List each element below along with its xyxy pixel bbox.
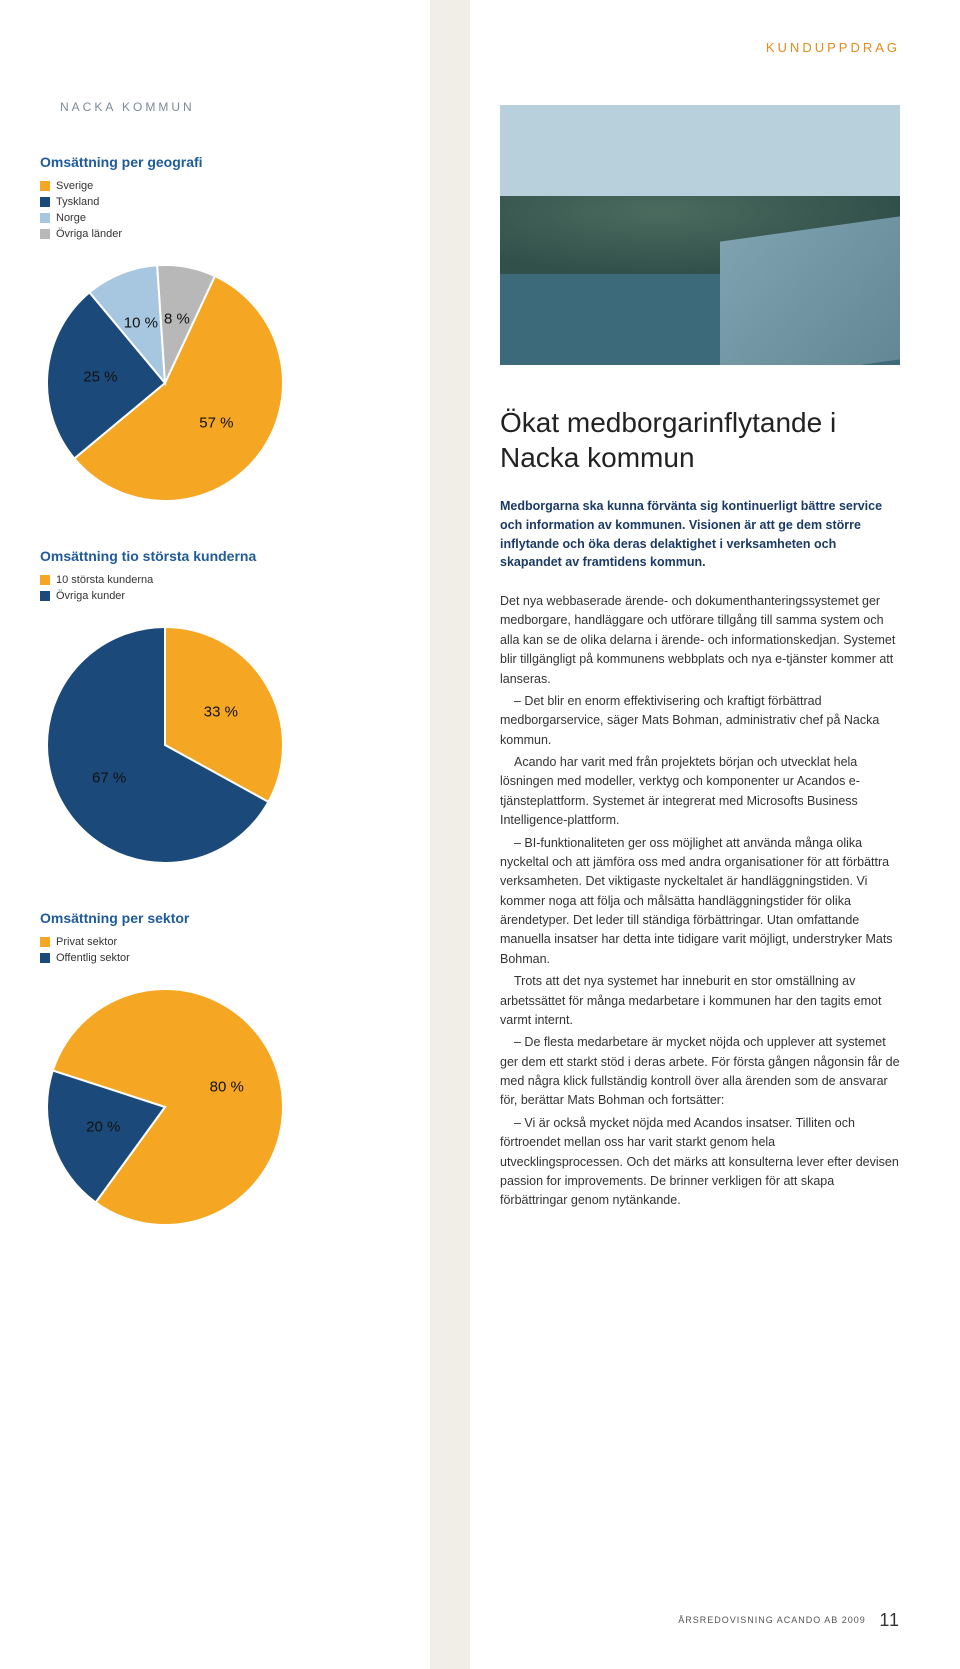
chart-sektor: Omsättning per sektor Privat sektor Offe…	[40, 910, 410, 1232]
legend-item: Tyskland	[40, 196, 410, 208]
article-lead: Medborgarna ska kunna förvänta sig konti…	[500, 497, 900, 572]
pie-chart: 57 % 25 % 10 % 8 %	[40, 258, 290, 508]
legend-label: Norge	[56, 212, 86, 224]
pie-chart: 33 % 67 %	[40, 620, 290, 870]
swatch-icon	[40, 937, 50, 947]
chart-geografi: Omsättning per geografi Sverige Tyskland…	[40, 154, 410, 508]
legend-label: 10 största kunderna	[56, 574, 153, 586]
legend: 10 största kunderna Övriga kunder	[40, 574, 410, 602]
swatch-icon	[40, 197, 50, 207]
pie-slice-label: 8 %	[164, 311, 190, 328]
legend-label: Offentlig sektor	[56, 952, 130, 964]
page-header: KUNDUPPDRAG	[500, 40, 900, 55]
swatch-icon	[40, 575, 50, 585]
legend-label: Privat sektor	[56, 936, 117, 948]
article-body: Det nya webbaserade ärende- och dokument…	[500, 592, 900, 1211]
legend: Sverige Tyskland Norge Övriga länder	[40, 180, 410, 240]
pie-slice-label: 67 %	[92, 770, 126, 787]
swatch-icon	[40, 229, 50, 239]
article-photo	[500, 105, 900, 365]
legend-item: Övriga kunder	[40, 590, 410, 602]
pie-slice-label: 25 %	[83, 369, 117, 386]
legend-label: Övriga länder	[56, 228, 122, 240]
legend-item: Norge	[40, 212, 410, 224]
swatch-icon	[40, 181, 50, 191]
legend: Privat sektor Offentlig sektor	[40, 936, 410, 964]
article-paragraph: – De flesta medarbetare är mycket nöjda …	[500, 1033, 900, 1111]
legend-item: Övriga länder	[40, 228, 410, 240]
pie-slice-label: 33 %	[204, 703, 238, 720]
swatch-icon	[40, 953, 50, 963]
legend-item: Sverige	[40, 180, 410, 192]
swatch-icon	[40, 213, 50, 223]
chart-title: Omsättning per geografi	[40, 154, 410, 170]
page-number: 11	[879, 1610, 900, 1630]
article-paragraph: Trots att det nya systemet har inneburit…	[500, 972, 900, 1030]
legend-label: Sverige	[56, 180, 93, 192]
pie-slice-label: 10 %	[124, 314, 158, 331]
chart-title: Omsättning tio största kunderna	[40, 548, 410, 564]
article-paragraph: – Vi är också mycket nöjda med Acandos i…	[500, 1114, 900, 1211]
pie-slice-label: 20 %	[86, 1119, 120, 1136]
pie-slice-label: 57 %	[199, 414, 233, 431]
legend-label: Tyskland	[56, 196, 99, 208]
legend-label: Övriga kunder	[56, 590, 125, 602]
legend-item: Privat sektor	[40, 936, 410, 948]
legend-item: Offentlig sektor	[40, 952, 410, 964]
article-title: Ökat medborgarinflytande i Nacka kommun	[500, 405, 900, 475]
divider-band	[430, 0, 470, 1669]
article-paragraph: – BI-funktionaliteten ger oss möjlighet …	[500, 834, 900, 970]
page-footer: ÅRSREDOVISNING ACANDO AB 2009 11	[678, 1610, 900, 1631]
chart-title: Omsättning per sektor	[40, 910, 410, 926]
article-paragraph: – Det blir en enorm effektivisering och …	[500, 692, 900, 750]
sub-header: NACKA KOMMUN	[40, 100, 410, 114]
swatch-icon	[40, 591, 50, 601]
pie-slice-label: 80 %	[210, 1078, 244, 1095]
footer-text: ÅRSREDOVISNING ACANDO AB 2009	[678, 1615, 866, 1625]
chart-kunder: Omsättning tio största kunderna 10 störs…	[40, 548, 410, 870]
article-paragraph: Acando har varit med från projektets bör…	[500, 753, 900, 831]
article-paragraph: Det nya webbaserade ärende- och dokument…	[500, 592, 900, 689]
legend-item: 10 största kunderna	[40, 574, 410, 586]
pie-chart: 80 % 20 %	[40, 982, 290, 1232]
